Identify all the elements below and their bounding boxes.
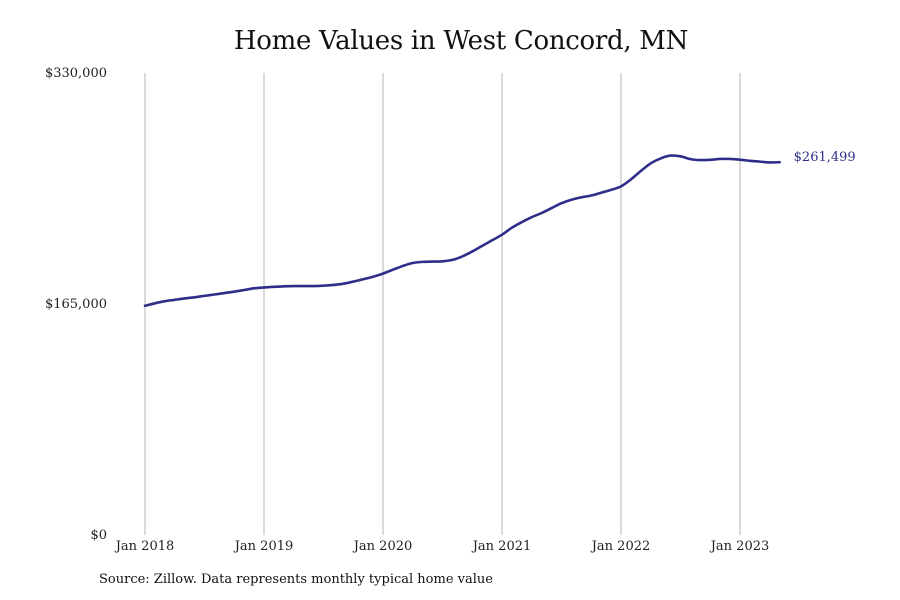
end-label-layer: $261,499 — [794, 150, 856, 165]
x-tick-label-0: Jan 2018 — [114, 539, 175, 554]
y-tick-label-0: $0 — [90, 528, 107, 543]
source-note: Source: Zillow. Data represents monthly … — [99, 572, 493, 587]
x-tick-label-2: Jan 2020 — [352, 539, 413, 554]
y-tick-label-1: $165,000 — [45, 297, 107, 312]
x-tick-label-4: Jan 2022 — [590, 539, 651, 554]
x-tick-label-1: Jan 2019 — [233, 539, 294, 554]
series-layer — [143, 154, 781, 308]
series-line — [143, 154, 781, 308]
x-axis-ticks: Jan 2018 Jan 2019 Jan 2020 Jan 2021 Jan 2022… — [114, 539, 770, 554]
y-tick-label-2: $330,000 — [45, 66, 107, 81]
chart-title: Home Values in West Concord, MN — [233, 26, 689, 56]
end-value-label: $261,499 — [794, 150, 856, 165]
grid-lines — [144, 73, 741, 535]
y-axis-ticks: $0 $165,000 $330,000 — [45, 66, 107, 543]
x-tick-label-5: Jan 2023 — [709, 539, 770, 554]
x-tick-label-3: Jan 2021 — [471, 539, 532, 554]
